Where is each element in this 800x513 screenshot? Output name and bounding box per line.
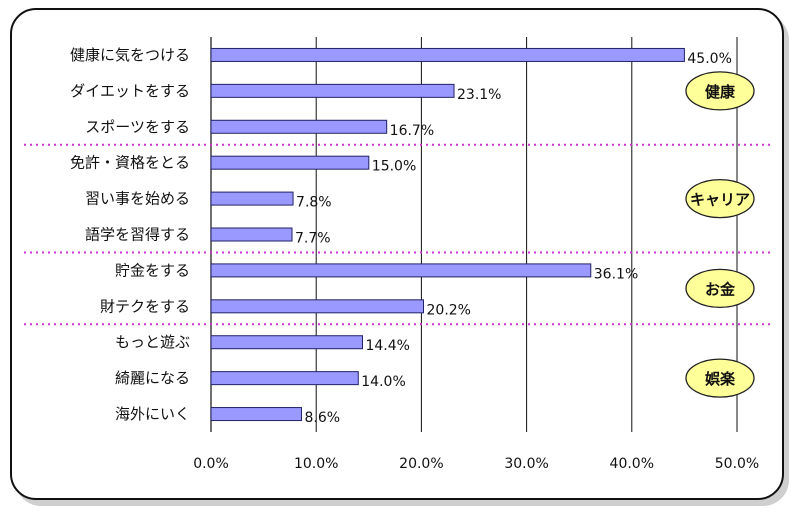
group-badge xyxy=(685,71,755,111)
group-label: キャリア xyxy=(690,191,750,209)
category-label: 海外にいく xyxy=(115,405,190,423)
value-label: 14.0% xyxy=(361,374,405,390)
bar xyxy=(210,191,294,206)
value-label: 45.0% xyxy=(687,51,731,67)
x-tick-label: 0.0% xyxy=(193,456,229,472)
value-label: 7.8% xyxy=(296,195,332,211)
category-label: ダイエットをする xyxy=(70,82,190,100)
bar xyxy=(210,263,592,278)
x-tick-label: 20.0% xyxy=(399,456,443,472)
bar xyxy=(210,83,455,98)
value-label: 20.2% xyxy=(427,302,471,318)
value-label: 36.1% xyxy=(594,266,638,282)
category-label: 免許・資格をとる xyxy=(70,154,190,172)
category-label: 貯金をする xyxy=(115,261,190,279)
x-tick-label: 10.0% xyxy=(294,456,338,472)
bar xyxy=(210,371,359,386)
group-label: 娯楽 xyxy=(705,370,736,388)
bar xyxy=(210,335,363,350)
value-label: 14.4% xyxy=(365,338,409,354)
bar xyxy=(210,299,425,314)
bar xyxy=(210,155,370,170)
bar xyxy=(210,119,388,134)
bar xyxy=(210,47,685,62)
group-badge xyxy=(685,358,755,398)
category-label: スポーツをする xyxy=(85,118,190,136)
x-tick-label: 40.0% xyxy=(610,456,654,472)
group-label: お金 xyxy=(705,280,736,298)
bar xyxy=(210,227,293,242)
value-label: 8.6% xyxy=(304,410,340,426)
value-label: 23.1% xyxy=(457,87,501,103)
category-label: 綺麗になる xyxy=(115,369,190,387)
bar xyxy=(210,407,302,422)
value-label: 15.0% xyxy=(372,159,416,175)
group-label: 健康 xyxy=(705,83,736,101)
plot-area: 0.0% 10.0% 20.0% 30.0% 40.0% 50.0% 健康に気をつける 45.… xyxy=(24,37,773,472)
category-label: 習い事を始める xyxy=(85,190,190,208)
category-label: 語学を習得する xyxy=(85,226,190,244)
group-badge xyxy=(685,178,755,219)
value-label: 7.7% xyxy=(295,231,331,247)
x-tick-label: 30.0% xyxy=(504,456,548,472)
category-label: もっと遊ぶ xyxy=(115,333,190,351)
group-badge xyxy=(685,268,755,309)
category-label: 健康に気をつける xyxy=(70,46,190,64)
value-label: 16.7% xyxy=(390,123,434,139)
x-tick-label: 50.0% xyxy=(715,456,759,472)
category-label: 財テクをする xyxy=(100,297,190,315)
